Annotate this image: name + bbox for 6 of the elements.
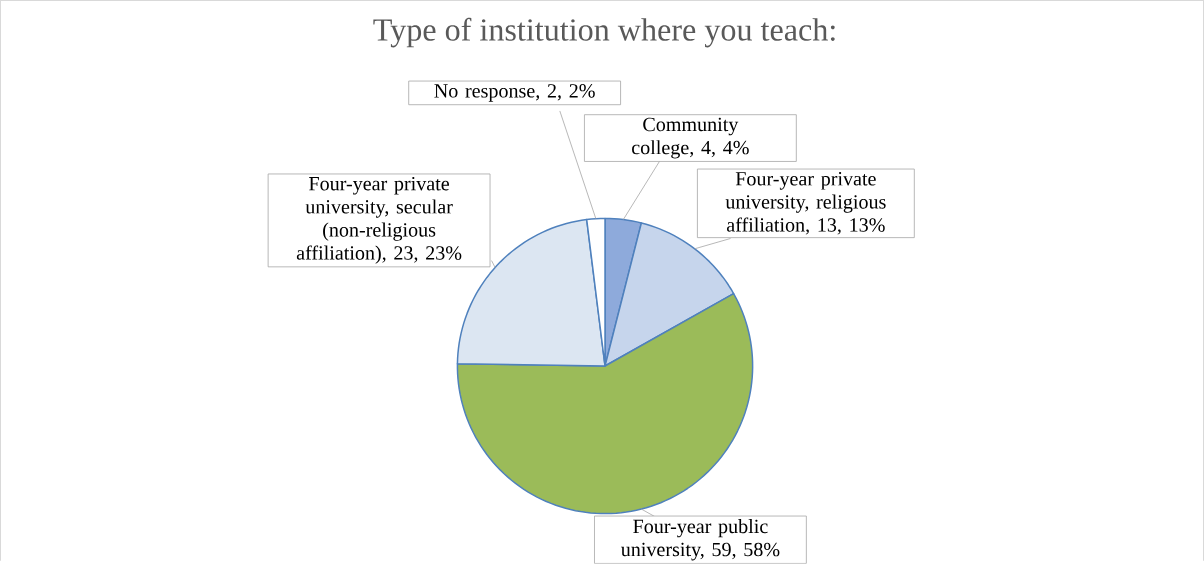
slice-label: Community college, 4, 4% (632, 117, 749, 159)
slice-label: Four-year private university, secular (non-religious affiliation), 23, 23% (296, 177, 462, 264)
slice-label: Four-year private university, religious affiliation, 13, 13% (725, 172, 886, 235)
slice-label: Four-year public university, 59, 58% (621, 519, 780, 561)
slice-label: No response, 2, 2% (434, 84, 595, 102)
chart-title: Type of institution where you teach: (373, 17, 835, 48)
